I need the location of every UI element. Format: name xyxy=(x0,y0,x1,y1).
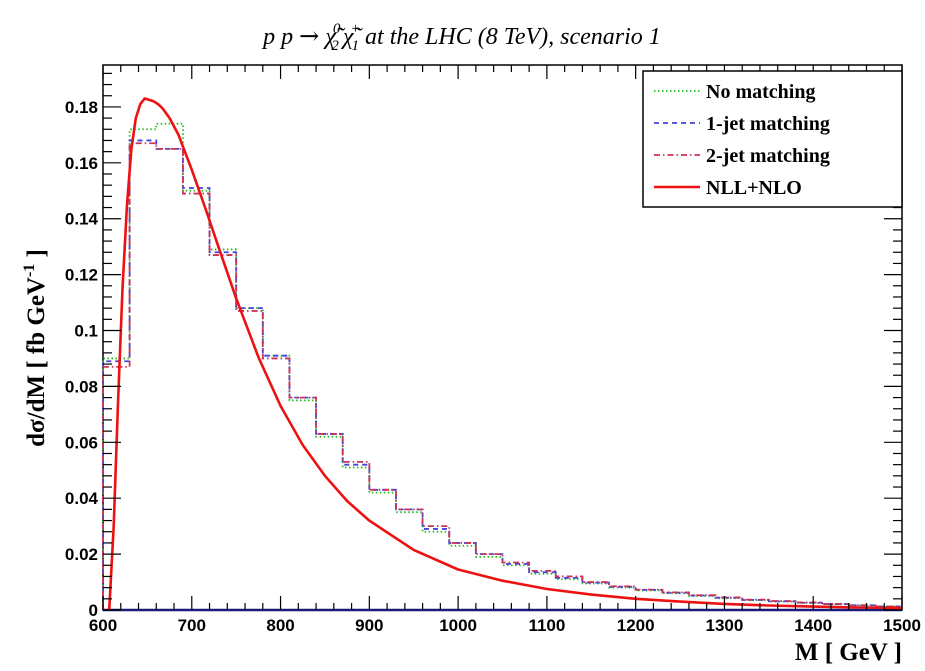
y-tick-label: 0.04 xyxy=(65,489,99,508)
y-tick-label: 0.18 xyxy=(65,98,98,117)
legend-label: NLL+NLO xyxy=(706,177,802,199)
axis-tick-labels: 600 700 800 900 1000 1100 1200 1300 1400 1500 0 0.0… xyxy=(65,98,921,635)
x-tick-label: 1300 xyxy=(706,616,744,635)
legend-label: 1-jet matching xyxy=(706,113,830,135)
x-tick-label: 1100 xyxy=(528,616,565,635)
x-tick-label: 1400 xyxy=(794,616,832,635)
x-tick-label: 1200 xyxy=(617,616,655,635)
y-tick-label: 0.08 xyxy=(65,377,98,396)
series-1-jet-matching xyxy=(102,139,902,610)
x-tick-label: 900 xyxy=(355,616,383,635)
legend-label: No matching xyxy=(706,81,815,103)
y-tick-label: 0.14 xyxy=(65,210,99,229)
x-tick-label: 700 xyxy=(178,616,206,635)
x-axis-label: M [ GeV ] xyxy=(795,639,902,666)
x-tick-label: 600 xyxy=(89,616,117,635)
x-tick-label: 800 xyxy=(266,616,294,635)
x-tick-label: 1000 xyxy=(439,616,477,635)
x-tick-label: 1500 xyxy=(883,616,921,635)
y-tick-label: 0.06 xyxy=(65,433,98,452)
y-tick-label: 0.12 xyxy=(65,266,98,285)
legend-box xyxy=(642,70,903,208)
y-tick-label: 0.16 xyxy=(65,154,98,173)
chart-title: p p → χ̃0 2 χ̃+ 1 at the LHC (8 TeV), scena… xyxy=(261,21,661,54)
axis-ticks xyxy=(102,65,903,611)
legend-label: 2-jet matching xyxy=(706,145,830,167)
y-tick-label: 0.1 xyxy=(74,322,98,341)
series-2-jet-matching xyxy=(102,142,902,610)
y-axis-label: dσ/dM [ fb GeV-1 ] xyxy=(21,249,50,447)
y-tick-label: 0.02 xyxy=(65,545,98,564)
y-tick-label: 0 xyxy=(89,601,98,620)
legend: No matching 1-jet matching 2-jet matching N… xyxy=(642,70,903,208)
